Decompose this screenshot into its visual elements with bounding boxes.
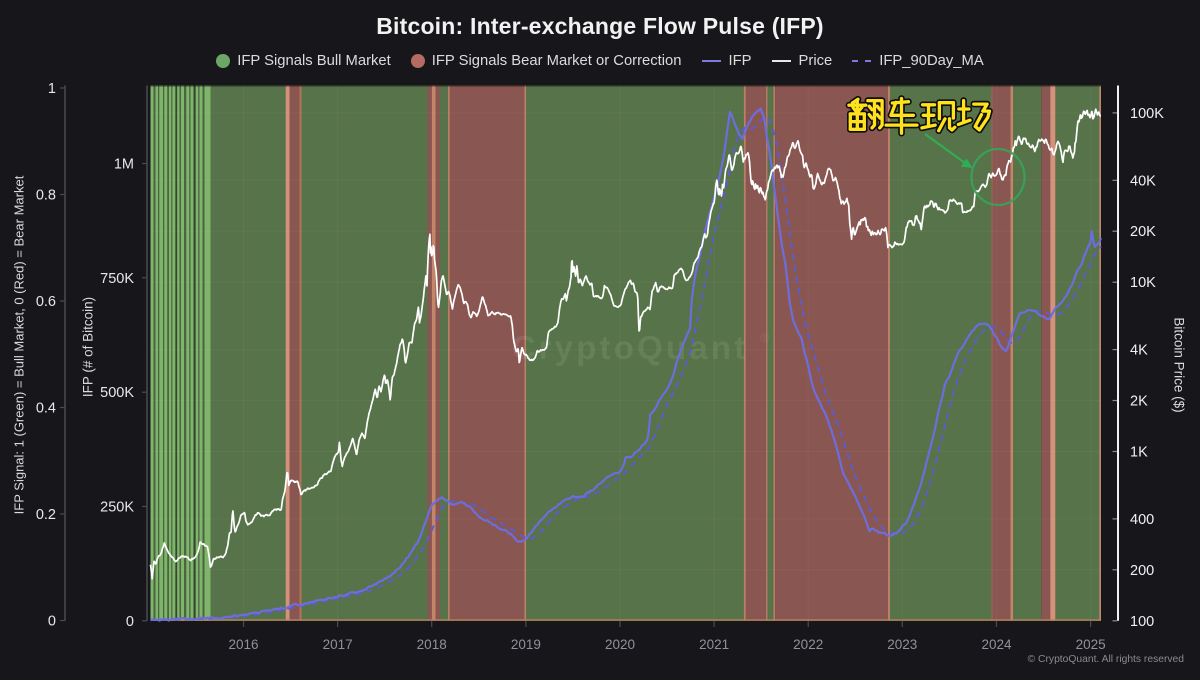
svg-text:0: 0: [48, 614, 56, 630]
svg-text:250K: 250K: [100, 500, 134, 516]
svg-text:200: 200: [1130, 563, 1154, 579]
svg-text:2017: 2017: [323, 637, 353, 652]
svg-text:1M: 1M: [114, 157, 134, 173]
svg-text:0.6: 0.6: [36, 294, 56, 310]
svg-text:2022: 2022: [793, 637, 823, 652]
svg-text:400: 400: [1130, 512, 1154, 528]
svg-text:1K: 1K: [1130, 445, 1148, 461]
svg-text:0.8: 0.8: [36, 188, 56, 204]
svg-text:2019: 2019: [511, 637, 541, 652]
svg-text:2021: 2021: [699, 637, 729, 652]
svg-text:10K: 10K: [1130, 275, 1156, 291]
svg-text:2025: 2025: [1076, 637, 1106, 652]
svg-text:2024: 2024: [981, 637, 1012, 652]
svg-text:100K: 100K: [1130, 106, 1164, 122]
svg-text:®: ®: [760, 330, 770, 345]
svg-text:2023: 2023: [887, 637, 917, 652]
svg-text:1: 1: [48, 81, 56, 97]
svg-text:2K: 2K: [1130, 394, 1148, 410]
svg-text:CryptoQuant: CryptoQuant: [512, 329, 749, 366]
svg-text:2016: 2016: [228, 637, 258, 652]
svg-text:20K: 20K: [1130, 224, 1156, 240]
svg-text:750K: 750K: [100, 271, 134, 287]
svg-text:2018: 2018: [417, 637, 447, 652]
svg-text:0: 0: [126, 614, 134, 630]
svg-text:500K: 500K: [100, 385, 134, 401]
svg-text:40K: 40K: [1130, 173, 1156, 189]
svg-text:4K: 4K: [1130, 343, 1148, 359]
svg-text:0.4: 0.4: [36, 401, 56, 417]
svg-text:2020: 2020: [605, 637, 635, 652]
svg-text:0.2: 0.2: [36, 507, 56, 523]
svg-text:100: 100: [1130, 614, 1154, 630]
